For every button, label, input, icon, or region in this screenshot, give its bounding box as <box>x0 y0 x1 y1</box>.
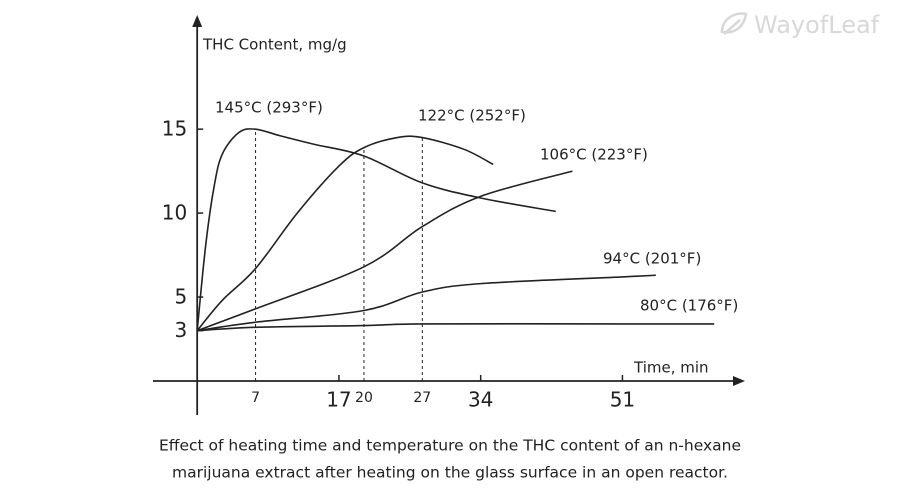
x-tick-label: 17 <box>326 388 351 412</box>
line <box>197 274 656 332</box>
line <box>196 170 573 332</box>
series-label: 122°C (252°F) <box>418 107 526 125</box>
x-tick-label: 34 <box>468 388 493 412</box>
x-axis-label: Time, min <box>633 359 709 377</box>
y-axis-arrow <box>192 15 203 27</box>
x-tick-label: 20 <box>355 390 373 406</box>
series-label: 106°C (223°F) <box>540 146 648 164</box>
series-label: 94°C (201°F) <box>603 250 701 268</box>
line <box>197 322 715 332</box>
watermark-text: WayofLeaf <box>754 11 880 39</box>
series-label: 80°C (176°F) <box>640 297 738 315</box>
line <box>196 135 494 332</box>
line <box>196 128 556 331</box>
y-tick-label: 3 <box>174 318 187 342</box>
series-label: 145°C (293°F) <box>215 99 323 117</box>
watermark: WayofLeaf <box>720 11 880 39</box>
y-tick-label: 15 <box>162 117 187 141</box>
caption-line: marijuana extract after heating on the g… <box>172 464 728 482</box>
x-tick-label: 51 <box>610 388 635 412</box>
y-tick-label: 5 <box>174 285 187 309</box>
watermark-icon <box>720 12 748 35</box>
y-axis-label: THC Content, mg/g <box>202 36 347 54</box>
x-tick-label: 27 <box>413 390 431 406</box>
caption-line: Effect of heating time and temperature o… <box>159 437 741 455</box>
x-axis-arrow <box>733 376 745 386</box>
y-tick-label: 10 <box>162 201 187 225</box>
x-tick-label: 7 <box>251 390 260 406</box>
